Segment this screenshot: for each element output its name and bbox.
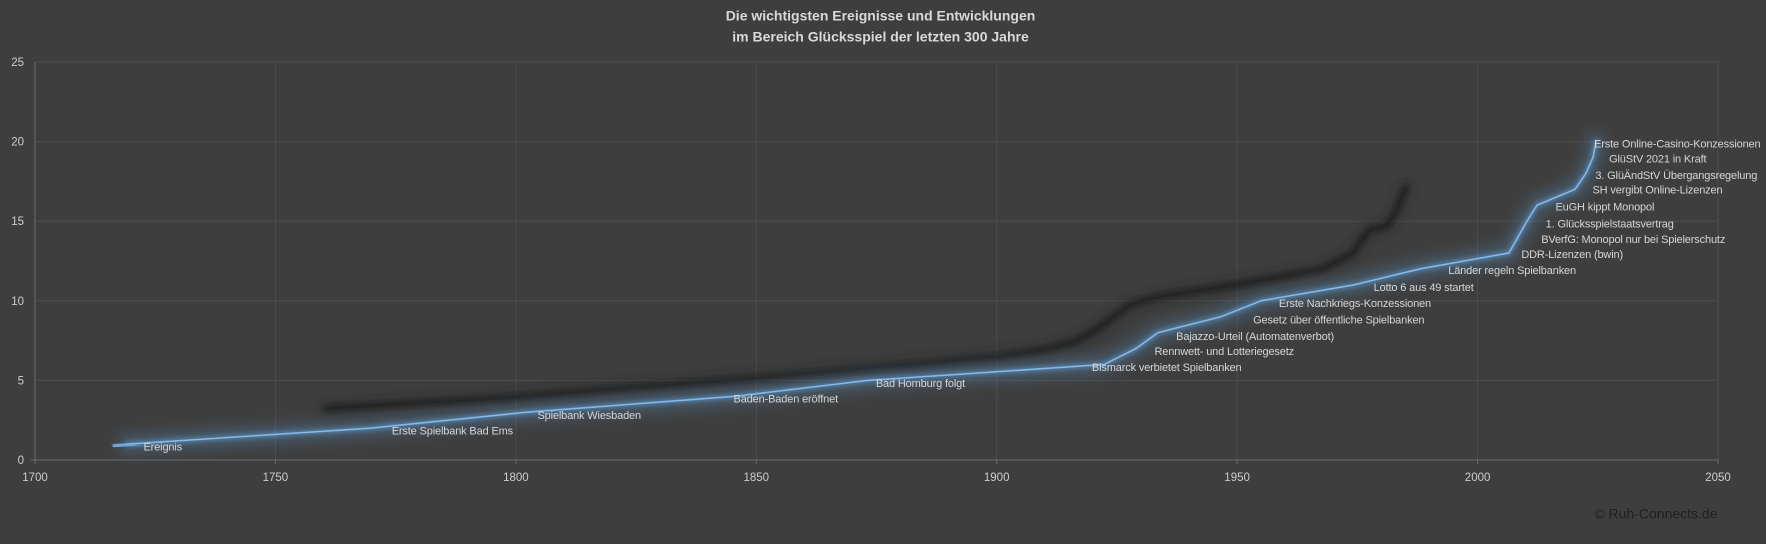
- svg-text:Länder regeln Spielbanken: Länder regeln Spielbanken: [1448, 265, 1576, 277]
- svg-text:Die wichtigsten Ereignisse und: Die wichtigsten Ereignisse und Entwicklu…: [726, 8, 1036, 24]
- svg-text:Baden-Baden eröffnet: Baden-Baden eröffnet: [734, 394, 839, 406]
- svg-text:© Ruh-Connects.de: © Ruh-Connects.de: [1594, 506, 1717, 522]
- svg-text:5: 5: [18, 375, 24, 387]
- svg-text:3. GlüÄndStV Übergangsregelung: 3. GlüÄndStV Übergangsregelung: [1595, 170, 1757, 182]
- svg-text:Erste Nachkriegs-Konzessionen: Erste Nachkriegs-Konzessionen: [1279, 298, 1431, 310]
- svg-text:Ereignis: Ereignis: [144, 441, 183, 453]
- svg-text:1900: 1900: [984, 472, 1010, 484]
- svg-text:Bajazzo-Urteil (Automatenverbo: Bajazzo-Urteil (Automatenverbot): [1176, 331, 1334, 343]
- svg-text:2050: 2050: [1705, 472, 1731, 484]
- svg-text:2000: 2000: [1465, 472, 1491, 484]
- svg-text:1700: 1700: [22, 472, 48, 484]
- svg-text:Erste Spielbank Bad Ems: Erste Spielbank Bad Ems: [392, 426, 514, 438]
- svg-text:Erste Online-Casino-Konzession: Erste Online-Casino-Konzessionen: [1594, 139, 1760, 151]
- svg-text:15: 15: [11, 216, 24, 228]
- svg-text:SH vergibt Online-Lizenzen: SH vergibt Online-Lizenzen: [1592, 185, 1722, 197]
- svg-text:Gesetz über öffentliche Spielb: Gesetz über öffentliche Spielbanken: [1253, 315, 1424, 327]
- svg-text:0: 0: [18, 455, 24, 467]
- svg-text:1. Glücksspielstaatsvertrag: 1. Glücksspielstaatsvertrag: [1546, 218, 1674, 230]
- svg-text:Lotto 6 aus 49 startet: Lotto 6 aus 49 startet: [1374, 282, 1474, 294]
- svg-text:Rennwett- und Lotteriegesetz: Rennwett- und Lotteriegesetz: [1155, 346, 1295, 358]
- svg-text:BVerfG: Monopol nur bei Spiele: BVerfG: Monopol nur bei Spielerschutz: [1541, 234, 1725, 246]
- svg-text:im Bereich Glücksspiel der let: im Bereich Glücksspiel der letzten 300 J…: [732, 29, 1029, 45]
- svg-text:DDR-Lizenzen (bwin): DDR-Lizenzen (bwin): [1521, 249, 1623, 261]
- svg-text:1800: 1800: [503, 472, 529, 484]
- svg-text:1850: 1850: [744, 472, 770, 484]
- svg-text:Spielbank Wiesbaden: Spielbank Wiesbaden: [537, 410, 641, 422]
- svg-text:Bismarck verbietet Spielbanken: Bismarck verbietet Spielbanken: [1092, 362, 1242, 374]
- svg-text:1750: 1750: [263, 472, 289, 484]
- svg-text:20: 20: [11, 137, 24, 149]
- svg-text:EuGH kippt Monopol: EuGH kippt Monopol: [1555, 201, 1654, 213]
- svg-text:25: 25: [11, 57, 24, 69]
- svg-text:GlüStV 2021 in Kraft: GlüStV 2021 in Kraft: [1609, 154, 1706, 166]
- svg-text:10: 10: [11, 296, 24, 308]
- svg-text:Bad Homburg folgt: Bad Homburg folgt: [876, 378, 965, 390]
- svg-text:1950: 1950: [1224, 472, 1250, 484]
